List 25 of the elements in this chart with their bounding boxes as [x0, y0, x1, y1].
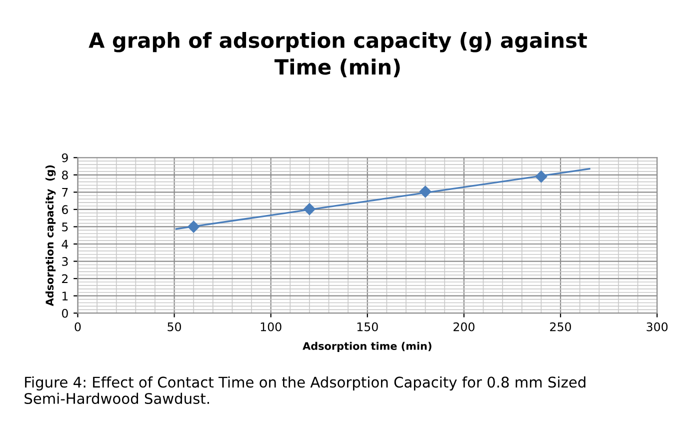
y-tick-label: 8	[62, 170, 68, 180]
point	[303, 202, 316, 216]
y-tick-label: 7	[62, 188, 68, 197]
caption: Figure 4: Effect of Contact Time on the Adsorption Capacity for 0.8 mm Sized Semi-Hardwood Sawdust.	[24, 376, 586, 404]
y-tick-label: 4	[62, 240, 68, 248]
x-tick-label: 0	[74, 322, 81, 332]
y-tick-label: 3	[62, 257, 68, 266]
y-tick-label: 6	[62, 205, 68, 214]
point	[187, 220, 200, 233]
y-axis-title: Adsorption capacity (g)	[45, 165, 56, 306]
x-tick-label: 250	[550, 322, 571, 332]
chart-title: A graph of adsorption capacity (g) against Time (min)	[88, 32, 587, 78]
x-tick-label: 100	[260, 322, 282, 332]
x-tick-label: 150	[357, 322, 378, 332]
x-tick-label: 200	[454, 322, 474, 332]
y-tick-label: 2	[62, 274, 68, 284]
y-tick-label: 5	[62, 222, 68, 232]
y-tick-label: 9	[62, 153, 68, 162]
y-tick-label: 1	[62, 292, 68, 300]
point	[534, 170, 548, 183]
x-axis-title: Adsorption time (min)	[302, 342, 432, 352]
y-tick-label: 0	[62, 308, 68, 318]
point	[419, 185, 432, 198]
x-tick-label: 300	[646, 322, 668, 332]
x-tick-label: 50	[168, 322, 182, 332]
